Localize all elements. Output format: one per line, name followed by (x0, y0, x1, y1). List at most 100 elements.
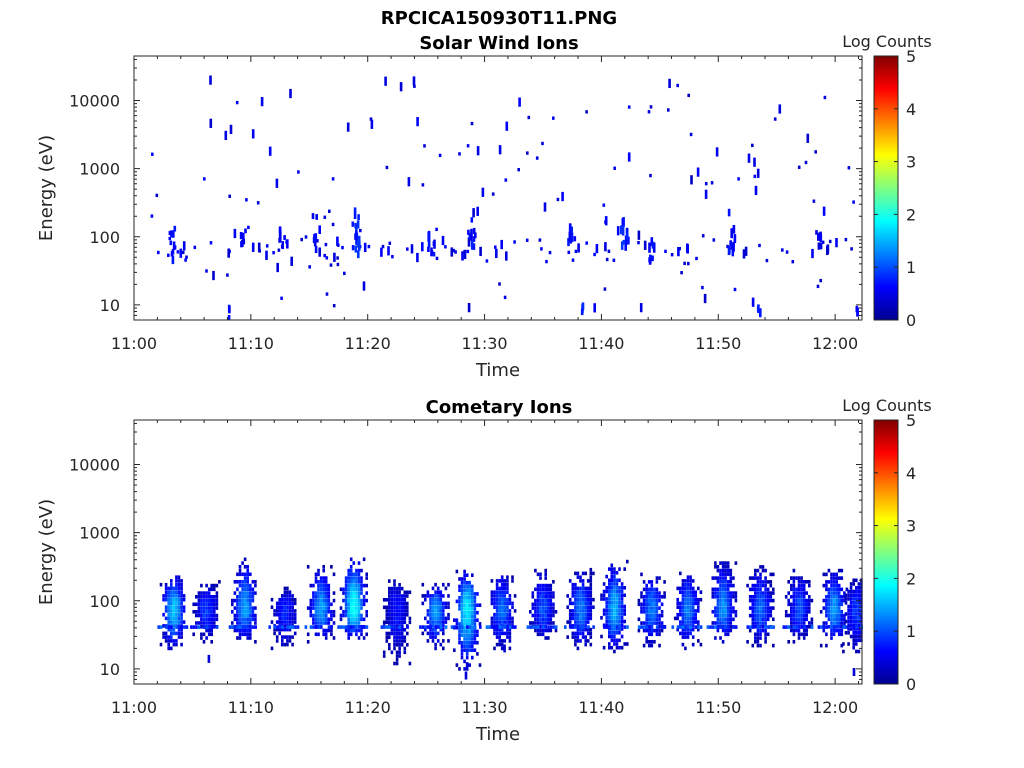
data-cell (172, 620, 176, 624)
data-cell (429, 594, 432, 598)
data-cell (556, 197, 560, 202)
data-cell (681, 582, 685, 587)
data-cell (212, 270, 215, 281)
data-cell (470, 234, 473, 241)
data-cell (724, 617, 727, 622)
data-cell (581, 597, 585, 602)
data-cell (322, 576, 325, 580)
data-cell (293, 601, 297, 606)
data-cell (349, 628, 353, 633)
data-cell (324, 598, 328, 603)
data-cell (754, 621, 757, 625)
data-cell (574, 586, 577, 591)
data-cell (243, 587, 247, 592)
data-cell (658, 625, 661, 629)
data-cell (797, 621, 801, 625)
data-cell (276, 262, 279, 273)
data-cell (849, 582, 853, 586)
data-cell (586, 631, 590, 636)
data-cell (390, 590, 394, 595)
data-cell (493, 601, 496, 606)
data-cell (843, 595, 846, 599)
data-cell (406, 605, 409, 610)
data-cell (360, 598, 363, 603)
data-cell (828, 239, 832, 244)
data-cell (210, 610, 213, 614)
data-cell (855, 601, 858, 605)
data-cell (210, 595, 213, 599)
data-cell (608, 634, 611, 639)
data-cell (463, 249, 467, 260)
data-cell (855, 634, 858, 639)
data-cell (726, 602, 730, 607)
data-cell (471, 588, 474, 592)
plot-area (157, 557, 863, 680)
data-cell (647, 613, 651, 618)
data-cell (790, 625, 793, 629)
data-cell (655, 625, 659, 629)
data-cell (349, 572, 353, 577)
data-cell (362, 602, 366, 607)
data-cell (734, 595, 738, 599)
data-cell (281, 625, 284, 629)
data-cell (579, 575, 582, 579)
data-cell (726, 606, 730, 610)
data-cell (195, 595, 198, 599)
data-cell (183, 625, 186, 629)
data-cell (716, 576, 720, 580)
data-cell (618, 578, 621, 583)
data-cell (800, 602, 803, 607)
data-cell (406, 594, 409, 598)
data-cell (393, 661, 396, 666)
data-cell (571, 631, 575, 636)
data-cell (243, 617, 247, 622)
data-cell (317, 617, 320, 622)
data-cell (215, 598, 219, 603)
x-tick-label: 12:00 (812, 334, 858, 353)
data-cell (385, 613, 389, 617)
data-cell (584, 601, 587, 606)
data-cell (309, 606, 313, 610)
data-cell (695, 256, 698, 261)
data-cell (655, 602, 659, 607)
data-cell (547, 595, 550, 599)
data-cell (541, 610, 545, 614)
data-cell (852, 642, 855, 646)
data-cell (852, 608, 855, 613)
data-cell (495, 601, 499, 606)
data-cell (165, 625, 168, 629)
data-cell (172, 601, 176, 606)
data-cell (506, 620, 509, 624)
data-cell (327, 628, 331, 633)
data-cell (312, 613, 315, 618)
data-cell (403, 628, 407, 632)
data-cell (613, 604, 616, 609)
data-cell (434, 625, 438, 629)
data-cell (434, 601, 437, 606)
data-cell (721, 583, 725, 588)
data-cell (792, 625, 796, 629)
data-cell (344, 591, 348, 595)
data-cell (759, 610, 762, 614)
data-cell (827, 580, 831, 584)
data-cell (825, 583, 828, 588)
data-cell (830, 610, 833, 614)
data-cell (642, 587, 646, 592)
data-cell (808, 580, 811, 584)
data-cell (843, 591, 846, 595)
data-cell (805, 606, 808, 610)
data-cell (317, 613, 320, 618)
data-cell (170, 601, 173, 606)
data-cell (715, 147, 719, 157)
data-cell (495, 642, 499, 647)
data-cell (442, 616, 445, 621)
data-cell (241, 602, 244, 607)
data-cell (589, 631, 593, 636)
data-cell (241, 628, 244, 633)
data-cell (180, 612, 183, 617)
data-cell (273, 609, 276, 613)
data-cell (724, 587, 727, 592)
data-cell (547, 587, 550, 592)
data-cell (571, 582, 575, 587)
data-cell (835, 617, 838, 622)
